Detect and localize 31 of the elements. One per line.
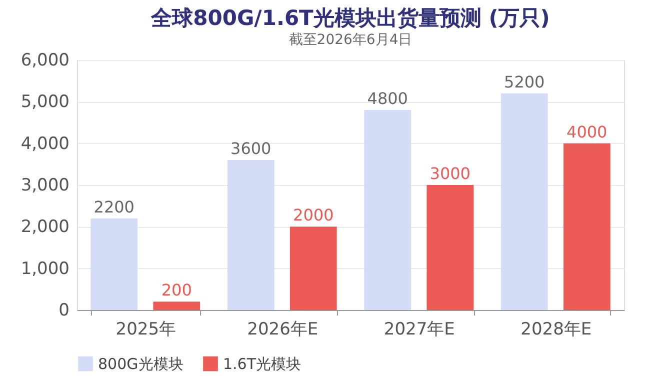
x-tick-label: 2025年 [116, 320, 176, 340]
y-tick-label: 0 [58, 300, 70, 320]
y-tick-label: 4,000 [20, 134, 70, 154]
data-label: 4000 [566, 122, 608, 142]
y-tick-label: 3,000 [20, 176, 70, 196]
data-label: 3600 [230, 139, 272, 158]
data-label: 3000 [430, 164, 470, 183]
legend-label: 1.6T光模块 [223, 354, 302, 373]
x-tick-label: 2026年E [247, 320, 318, 340]
data-label: 2200 [94, 197, 134, 216]
bar [426, 185, 474, 310]
y-tick-label: 1,000 [20, 258, 70, 279]
chart-title: 全球800G/1.6T光模块出货量预测 (万只) [150, 6, 550, 30]
y-tick-label: 5,000 [20, 92, 70, 112]
x-tick-label: 2028年E [520, 320, 592, 340]
chart-subtitle: 截至2026年6月4日 [288, 32, 412, 48]
y-tick-label: 2,000 [20, 217, 70, 238]
bar [227, 160, 274, 310]
data-label: 4800 [367, 89, 408, 108]
bar [500, 93, 548, 310]
bar [290, 226, 337, 310]
bar [153, 302, 200, 310]
legend-label: 800G光模块 [98, 354, 184, 373]
x-tick-label: 2027年E [384, 320, 455, 340]
data-label: 2000 [293, 206, 334, 225]
bar [90, 218, 138, 310]
bar [563, 143, 610, 310]
y-tick-label: 6,000 [20, 50, 70, 70]
data-label: 5200 [504, 72, 545, 92]
bar [364, 110, 412, 310]
data-label: 200 [161, 280, 192, 300]
